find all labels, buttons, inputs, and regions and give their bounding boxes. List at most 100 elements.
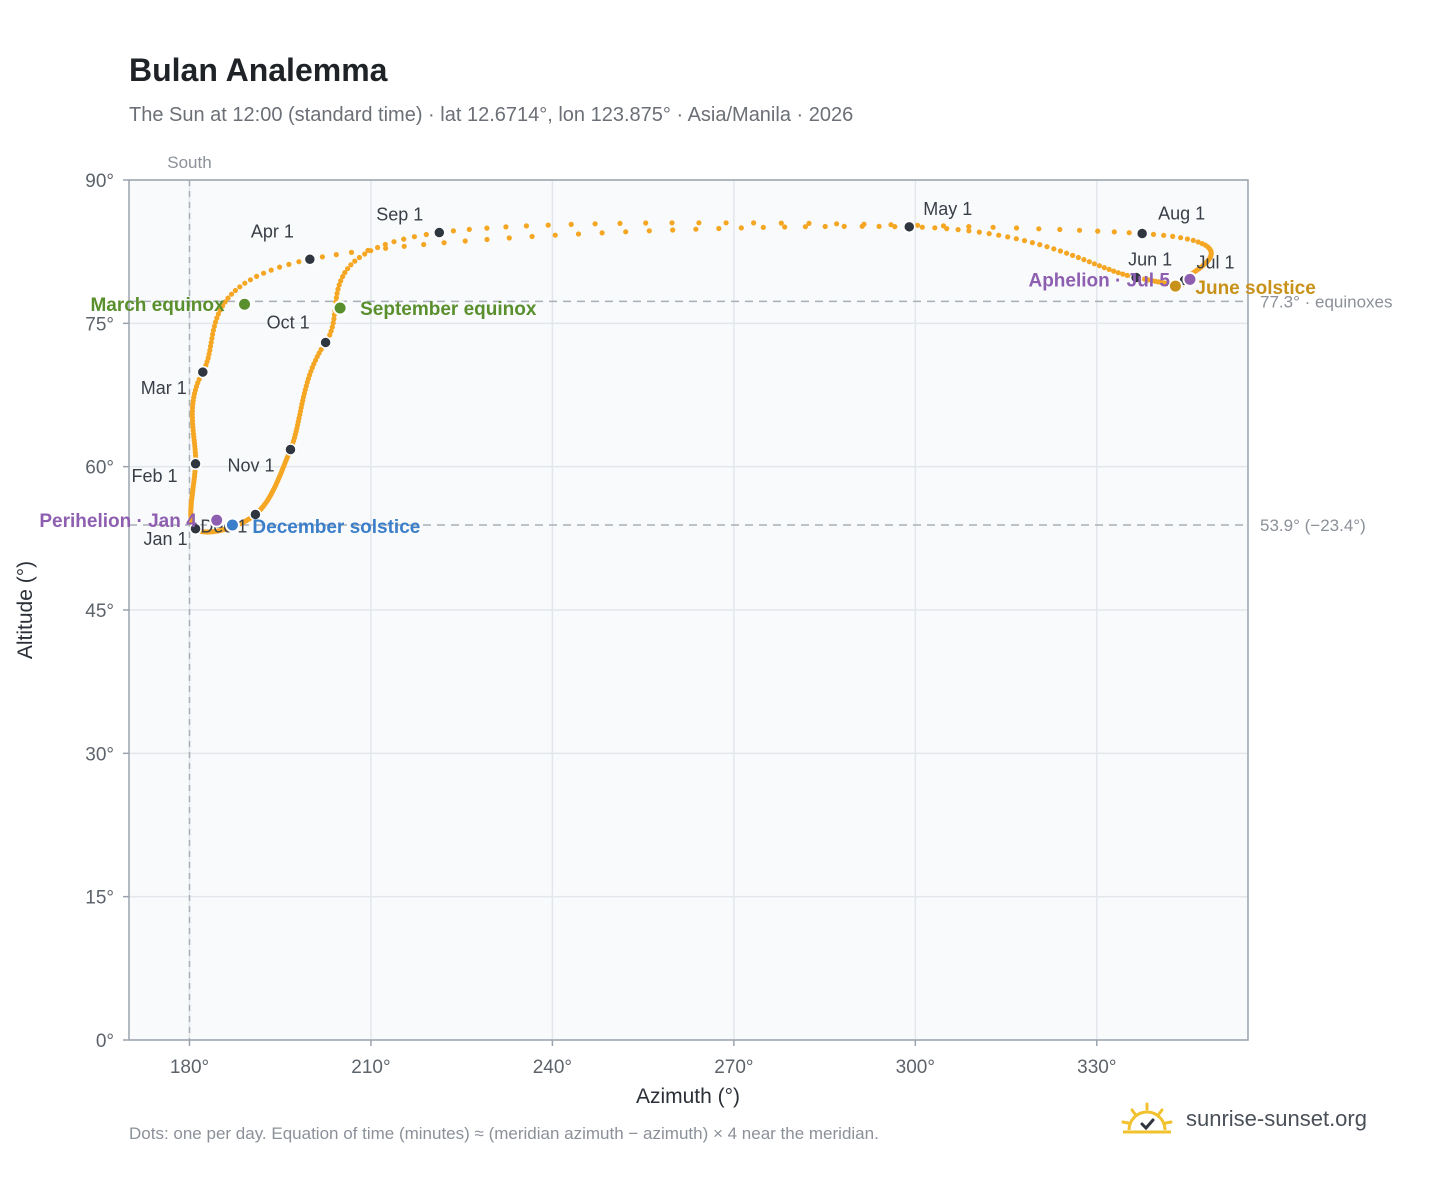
daily-dot <box>334 290 340 296</box>
month-label: Feb 1 <box>132 466 178 486</box>
daily-dot <box>1076 227 1083 233</box>
daily-dot <box>834 221 840 227</box>
daily-dot <box>623 229 629 235</box>
south-label: South <box>167 153 211 172</box>
daily-dot <box>462 238 468 244</box>
daily-dot <box>693 226 699 232</box>
daily-dot <box>352 258 358 264</box>
daily-dot <box>1101 265 1107 271</box>
daily-dot <box>915 222 921 228</box>
daily-dot <box>207 343 214 349</box>
daily-dot <box>225 295 231 301</box>
daily-dot <box>506 235 512 241</box>
month-label: Aug 1 <box>1158 204 1205 224</box>
daily-dot <box>1036 226 1042 232</box>
daily-dot <box>1184 236 1190 242</box>
daily-dot <box>1013 236 1019 242</box>
daily-dot <box>382 241 388 248</box>
daily-dot <box>841 223 847 229</box>
month-point <box>319 336 332 349</box>
y-tick-label: 15° <box>85 888 114 909</box>
daily-dot <box>1070 252 1076 258</box>
event-label: June solstice <box>1195 278 1315 299</box>
y-tick-label: 30° <box>85 744 114 765</box>
daily-dot <box>319 254 325 260</box>
daily-dot <box>782 224 788 230</box>
daily-dot <box>450 228 456 234</box>
daily-dot <box>986 231 992 237</box>
daily-dot <box>345 266 351 272</box>
y-tick-label: 75° <box>85 314 114 335</box>
daily-dot <box>211 323 217 329</box>
daily-dot <box>210 331 216 337</box>
daily-dot <box>210 327 216 333</box>
brand[interactable]: sunrise-sunset.org <box>1120 1102 1367 1136</box>
month-point <box>249 508 262 521</box>
daily-dot <box>362 251 368 257</box>
daily-dot <box>333 252 339 258</box>
month-label: Jun 1 <box>1128 249 1172 269</box>
daily-dot <box>277 264 283 270</box>
x-axis-label: Azimuth (°) <box>636 1085 740 1108</box>
daily-dot <box>356 254 362 261</box>
month-point <box>196 365 210 379</box>
daily-dot <box>208 339 214 346</box>
daily-dot <box>330 320 336 326</box>
x-tick-label: 270° <box>714 1057 753 1078</box>
daily-dot <box>716 225 722 232</box>
month-label: Apr 1 <box>251 221 294 241</box>
daily-dot <box>876 223 882 229</box>
month-label: Mar 1 <box>141 378 187 398</box>
daily-dot <box>232 287 238 294</box>
daily-dot <box>215 311 221 317</box>
x-tick-label: 300° <box>896 1057 935 1078</box>
daily-dot <box>1096 263 1102 269</box>
daily-dot <box>217 307 223 313</box>
daily-dot <box>401 243 407 249</box>
daily-dot <box>751 220 757 226</box>
month-point <box>433 226 446 239</box>
daily-dot <box>1086 259 1092 265</box>
daily-dot <box>383 245 389 251</box>
event-label: Perihelion · Jan 4 <box>39 511 197 532</box>
month-label: Nov 1 <box>227 455 274 475</box>
daily-dot <box>1021 238 1028 244</box>
month-point <box>284 443 297 456</box>
daily-dot <box>466 226 472 232</box>
daily-dot <box>214 315 220 321</box>
daily-dot <box>529 233 535 240</box>
month-point <box>189 457 202 471</box>
daily-dot <box>219 303 226 309</box>
daily-dot <box>342 270 348 276</box>
daily-dot <box>523 223 530 229</box>
daily-dot <box>966 228 972 234</box>
daily-dot <box>966 224 972 230</box>
daily-dot <box>401 236 407 242</box>
event-point <box>332 300 348 316</box>
daily-dot <box>723 220 729 226</box>
daily-dot <box>1111 268 1117 274</box>
daily-dot <box>1124 272 1130 278</box>
daily-dot <box>1106 266 1112 272</box>
daily-dot <box>1064 250 1070 256</box>
month-label: Oct 1 <box>267 312 310 332</box>
daily-dot <box>503 224 509 230</box>
daily-dot <box>1057 226 1063 233</box>
daily-dot <box>545 222 551 228</box>
daily-dot <box>1081 257 1087 263</box>
daily-dot <box>1013 225 1020 231</box>
daily-dot <box>421 241 427 248</box>
sunrise-logo-icon <box>1121 1102 1173 1134</box>
event-point <box>1182 271 1198 287</box>
daily-dot <box>822 223 828 230</box>
daily-dot <box>261 270 267 276</box>
daily-dot <box>1091 261 1097 267</box>
daily-dot <box>670 227 676 233</box>
daily-dot <box>617 220 623 226</box>
daily-dot <box>669 220 675 226</box>
reference-lines: South 77.3° · equinoxes 53.9° (−23.4°) <box>129 153 1393 1040</box>
daily-dot <box>247 277 253 283</box>
daily-dot <box>1161 232 1167 238</box>
brand-text[interactable]: sunrise-sunset.org <box>1186 1106 1367 1131</box>
x-tick-label: 330° <box>1077 1057 1116 1078</box>
